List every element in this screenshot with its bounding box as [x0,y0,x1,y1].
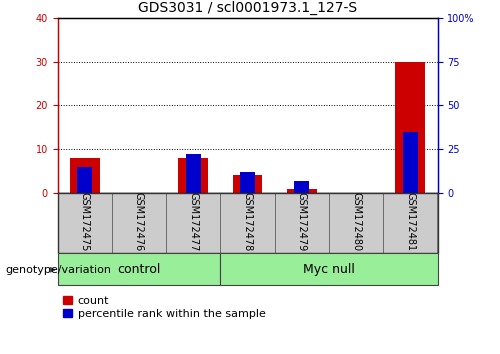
Bar [186,154,201,193]
Text: genotype/variation: genotype/variation [5,265,111,275]
Bar [403,132,418,193]
Text: GSM172481: GSM172481 [406,192,415,251]
Bar [396,62,426,193]
Bar [274,193,329,253]
Text: control: control [117,263,160,275]
Bar [70,158,100,193]
Bar [220,253,438,285]
Bar [178,158,208,193]
Legend: count, percentile rank within the sample: count, percentile rank within the sample [63,296,266,319]
Text: GSM172475: GSM172475 [80,192,90,251]
Bar [77,167,92,193]
Bar [329,193,383,253]
Bar [112,193,166,253]
Title: GDS3031 / scl0001973.1_127-S: GDS3031 / scl0001973.1_127-S [138,1,357,15]
Bar [220,193,274,253]
Bar [166,193,220,253]
Bar [232,176,262,193]
Bar [383,193,438,253]
Bar [294,181,310,193]
Text: Myc null: Myc null [303,263,355,275]
Text: GSM172479: GSM172479 [297,192,307,251]
Bar [58,253,220,285]
Text: GSM172477: GSM172477 [188,192,198,251]
Bar [58,193,112,253]
Text: GSM172478: GSM172478 [242,192,252,251]
Text: GSM172480: GSM172480 [351,192,361,251]
Text: GSM172476: GSM172476 [134,192,144,251]
Bar [287,189,316,193]
Bar [240,172,255,193]
